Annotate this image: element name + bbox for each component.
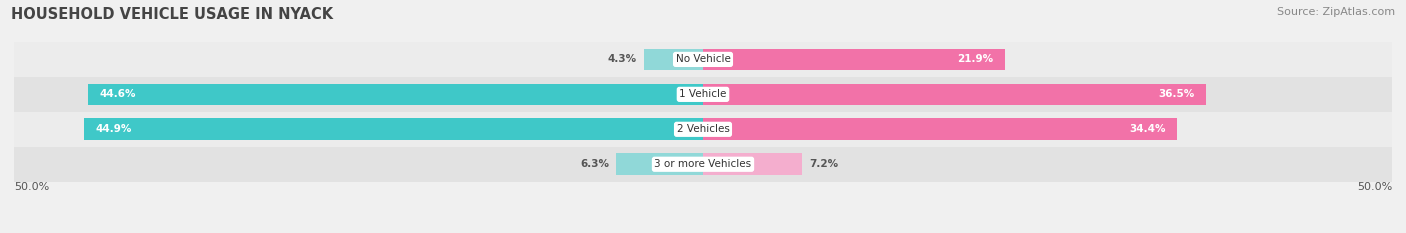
Bar — [14, 77, 1392, 112]
Text: 1 Vehicle: 1 Vehicle — [679, 89, 727, 99]
Bar — [703, 83, 1206, 105]
Bar — [84, 118, 703, 140]
Text: 4.3%: 4.3% — [607, 55, 637, 64]
Bar — [644, 49, 703, 70]
Bar — [703, 118, 1177, 140]
Text: 44.9%: 44.9% — [96, 124, 132, 134]
Bar — [703, 49, 1005, 70]
Text: 34.4%: 34.4% — [1129, 124, 1166, 134]
Text: Source: ZipAtlas.com: Source: ZipAtlas.com — [1277, 7, 1395, 17]
Legend: Owner-occupied, Renter-occupied: Owner-occupied, Renter-occupied — [572, 230, 834, 233]
Text: 6.3%: 6.3% — [581, 159, 609, 169]
Text: 44.6%: 44.6% — [100, 89, 136, 99]
Text: No Vehicle: No Vehicle — [675, 55, 731, 64]
Text: 2 Vehicles: 2 Vehicles — [676, 124, 730, 134]
Text: 21.9%: 21.9% — [957, 55, 994, 64]
Bar — [703, 153, 803, 175]
Text: HOUSEHOLD VEHICLE USAGE IN NYACK: HOUSEHOLD VEHICLE USAGE IN NYACK — [11, 7, 333, 22]
Text: 36.5%: 36.5% — [1159, 89, 1195, 99]
Bar — [89, 83, 703, 105]
Text: 3 or more Vehicles: 3 or more Vehicles — [654, 159, 752, 169]
Bar — [14, 147, 1392, 182]
Text: 50.0%: 50.0% — [14, 182, 49, 192]
Bar — [14, 112, 1392, 147]
Text: 7.2%: 7.2% — [808, 159, 838, 169]
Bar — [616, 153, 703, 175]
Text: 50.0%: 50.0% — [1357, 182, 1392, 192]
Bar — [14, 42, 1392, 77]
